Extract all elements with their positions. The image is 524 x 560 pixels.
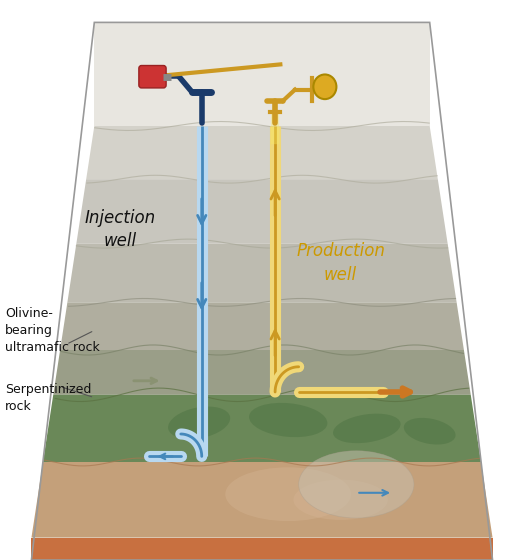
Ellipse shape	[299, 451, 414, 518]
FancyBboxPatch shape	[139, 66, 166, 88]
Polygon shape	[68, 244, 456, 302]
Polygon shape	[60, 302, 464, 350]
Text: Injection
well: Injection well	[85, 209, 156, 250]
Ellipse shape	[168, 407, 230, 439]
Text: Olivine-
bearing
ultramafic rock: Olivine- bearing ultramafic rock	[5, 307, 100, 354]
Ellipse shape	[333, 414, 400, 443]
Polygon shape	[77, 179, 447, 244]
Polygon shape	[53, 350, 471, 395]
Text: Production
well: Production well	[296, 242, 385, 284]
Ellipse shape	[225, 467, 351, 521]
Polygon shape	[94, 22, 430, 126]
Circle shape	[313, 74, 336, 99]
Polygon shape	[31, 538, 493, 560]
Ellipse shape	[249, 403, 328, 437]
Polygon shape	[31, 462, 493, 538]
Polygon shape	[86, 126, 438, 179]
Text: Serpentinized
rock: Serpentinized rock	[5, 382, 92, 413]
Polygon shape	[43, 395, 481, 462]
Ellipse shape	[293, 479, 388, 520]
Ellipse shape	[404, 418, 455, 445]
